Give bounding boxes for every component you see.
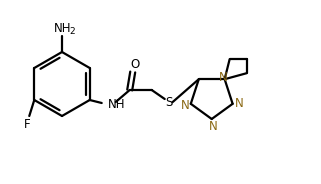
- Text: S: S: [165, 96, 172, 109]
- Text: F: F: [24, 118, 30, 130]
- Text: 2: 2: [69, 26, 75, 36]
- Text: N: N: [219, 71, 228, 84]
- Text: N: N: [209, 121, 218, 134]
- Text: O: O: [130, 57, 139, 70]
- Text: NH: NH: [108, 98, 125, 112]
- Text: N: N: [235, 97, 244, 110]
- Text: NH: NH: [54, 22, 72, 35]
- Text: N: N: [180, 99, 189, 112]
